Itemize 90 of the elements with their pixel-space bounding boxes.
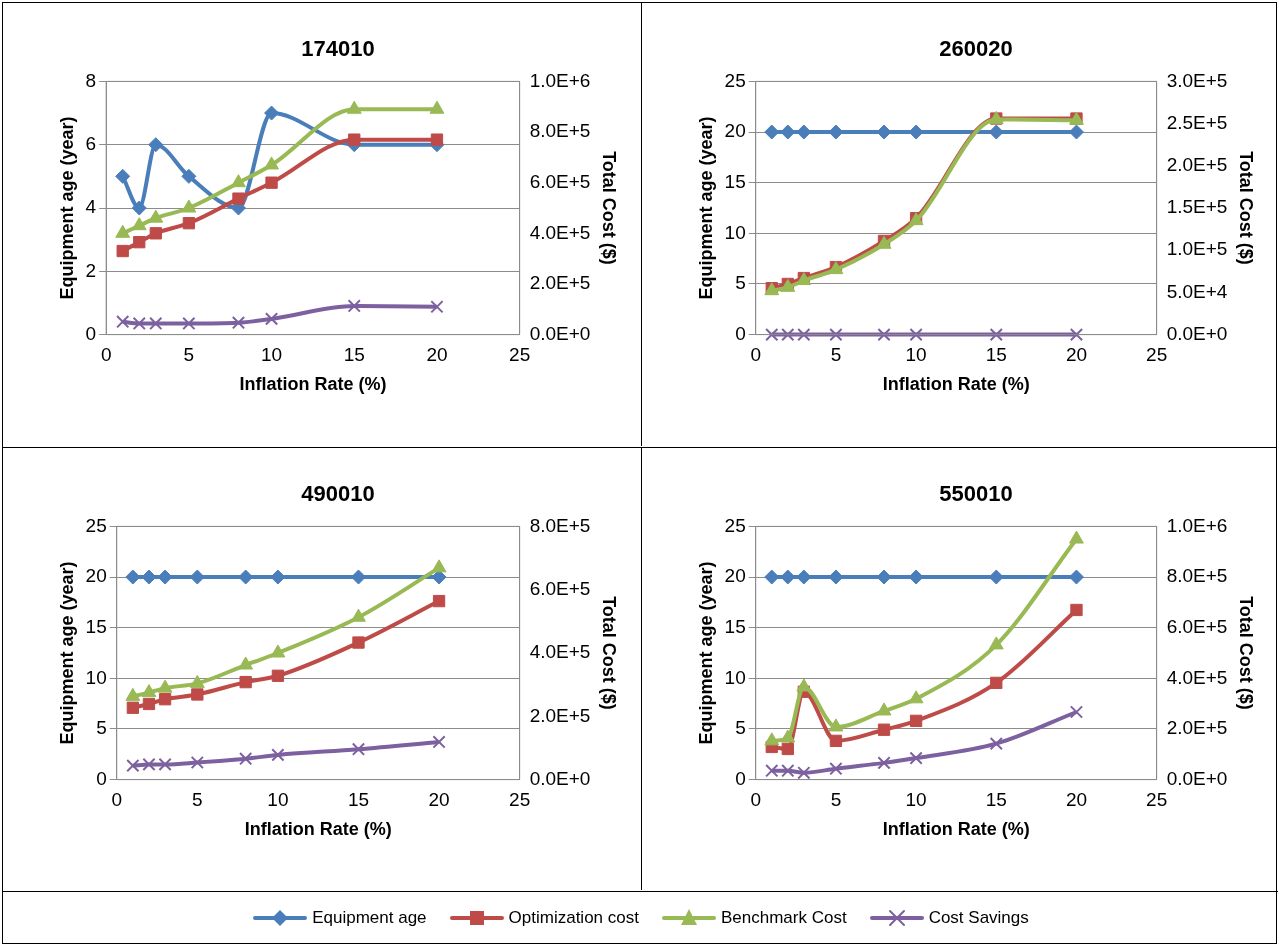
y2-tick-label: 0.0E+0 (529, 322, 591, 344)
y-tick-label: 0 (735, 767, 746, 789)
y2-tick-label: 0.0E+0 (1166, 322, 1228, 344)
x-tick-label: 10 (260, 344, 283, 366)
x-tick-label: 0 (750, 344, 762, 366)
chart-title: 550010 (939, 481, 1013, 507)
y-tick-label: 8 (85, 69, 97, 91)
y2-tick-label: 5.0E+4 (1166, 280, 1228, 302)
y2-axis-title: Total Cost ($) (599, 151, 620, 265)
y-tick-label: 15 (724, 170, 746, 192)
chart-title: 174010 (301, 36, 375, 62)
y-tick-label: 0 (735, 322, 746, 344)
x-tick-label: 5 (830, 789, 842, 811)
y2-tick-label: 4.0E+5 (529, 641, 591, 663)
x-tick-label: 15 (985, 344, 1007, 366)
y-tick-label: 10 (724, 666, 746, 688)
x-tick-label: 10 (267, 789, 289, 811)
y-tick-label: 5 (96, 717, 107, 739)
y2-tick-label: 2.0E+5 (1166, 154, 1228, 176)
y-tick-label: 20 (724, 565, 746, 587)
x-tick-label: 25 (509, 789, 531, 811)
x-tick-label: 0 (111, 789, 123, 811)
y2-tick-label: 1.0E+6 (1166, 514, 1228, 536)
y-tick-label: 5 (735, 717, 746, 739)
y-tick-label: 15 (724, 615, 746, 637)
y-tick-label: 0 (85, 322, 97, 344)
x-tick-label: 20 (1065, 344, 1088, 366)
y-tick-label: 2 (85, 259, 97, 281)
x-tick-label: 15 (985, 789, 1007, 811)
y-tick-label: 6 (85, 132, 97, 154)
y2-tick-label: 2.0E+5 (529, 704, 591, 726)
x-tick-label: 0 (750, 789, 762, 811)
y2-tick-label: 6.0E+5 (529, 170, 591, 192)
y-tick-label: 15 (85, 615, 107, 637)
y2-axis-title: Total Cost ($) (1236, 151, 1257, 265)
x-tick-label: 15 (343, 344, 365, 366)
y2-tick-label: 2.5E+5 (1166, 111, 1228, 133)
x-tick-label: 25 (509, 344, 531, 366)
x-tick-label: 25 (1146, 789, 1168, 811)
y-tick-label: 0 (96, 767, 107, 789)
x-axis-title: Inflation Rate (%) (239, 374, 387, 395)
x-tick-label: 20 (426, 344, 448, 366)
x-tick-label: 25 (1146, 344, 1168, 366)
y2-axis-title: Total Cost ($) (1236, 596, 1257, 710)
x-tick-label: 10 (905, 344, 927, 366)
y-axis-title: Equipment age (year) (56, 116, 77, 300)
y2-tick-label: 6.0E+5 (1166, 615, 1228, 637)
x-tick-label: 5 (183, 344, 195, 366)
y-tick-label: 25 (724, 514, 746, 536)
y-tick-label: 20 (85, 565, 107, 587)
y2-tick-label: 1.0E+6 (529, 69, 591, 91)
x-axis-title: Inflation Rate (%) (244, 819, 392, 840)
y2-tick-label: 0.0E+0 (1166, 767, 1228, 789)
y-tick-label: 20 (724, 120, 746, 142)
y-axis-title: Equipment age (year) (56, 561, 77, 745)
y2-tick-label: 8.0E+5 (529, 514, 591, 536)
x-axis-title: Inflation Rate (%) (882, 819, 1030, 840)
chart-title: 490010 (301, 481, 375, 507)
x-tick-label: 5 (192, 789, 203, 811)
x-tick-label: 15 (347, 789, 370, 811)
x-tick-label: 20 (1065, 789, 1088, 811)
x-tick-label: 5 (830, 344, 842, 366)
y2-tick-label: 8.0E+5 (529, 120, 591, 142)
y2-tick-label: 1.5E+5 (1166, 196, 1228, 218)
x-tick-label: 10 (905, 789, 927, 811)
y-axis-title: Equipment age (year) (695, 561, 716, 745)
legend-label: Cost Savings (928, 908, 1029, 928)
legend-label: Equipment age (312, 908, 427, 928)
y2-tick-label: 0.0E+0 (529, 767, 591, 789)
legend-label: Benchmark Cost (720, 908, 847, 928)
y2-tick-label: 2.0E+5 (529, 272, 591, 294)
y2-tick-label: 4.0E+5 (1166, 666, 1228, 688)
y2-tick-label: 8.0E+5 (1166, 565, 1228, 587)
y-tick-label: 25 (85, 514, 107, 536)
y-tick-label: 25 (724, 69, 746, 91)
x-tick-label: 20 (428, 789, 450, 811)
y-tick-label: 5 (735, 272, 746, 294)
y2-tick-label: 3.0E+5 (1166, 69, 1228, 91)
y-axis-title: Equipment age (year) (695, 116, 716, 300)
y-tick-label: 10 (85, 666, 107, 688)
y2-tick-label: 2.0E+5 (1166, 717, 1228, 739)
y-tick-label: 4 (85, 196, 97, 218)
y-tick-label: 10 (724, 221, 746, 243)
y2-tick-label: 6.0E+5 (529, 577, 591, 599)
x-axis-title: Inflation Rate (%) (882, 374, 1030, 395)
y2-axis-title: Total Cost ($) (599, 596, 620, 710)
y2-tick-label: 1.0E+5 (1166, 238, 1228, 260)
legend-label: Optimization cost (508, 908, 639, 928)
y2-tick-label: 4.0E+5 (529, 221, 591, 243)
chart-title: 260020 (939, 36, 1013, 62)
